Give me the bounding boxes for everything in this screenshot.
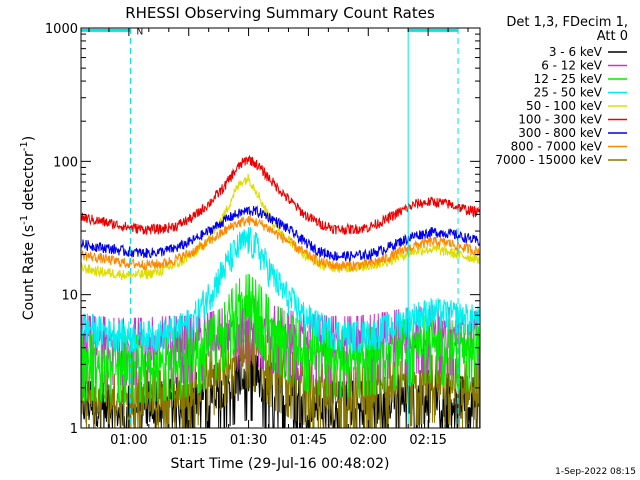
x-axis-label: Start Time (29-Jul-16 00:48:02)	[170, 456, 389, 472]
y-label-sup1: -1	[19, 215, 30, 225]
legend-label: 25 - 50 keV	[534, 86, 603, 100]
series-line-300-800-kev	[81, 205, 480, 263]
y-label-pre: Count Rate (s	[21, 225, 37, 320]
y-axis-label: Count Rate (s-1 detector-1)	[19, 136, 37, 320]
legend-header-line-2: Att 0	[597, 29, 628, 44]
y-label-sup2: -1	[19, 141, 30, 151]
plot-frame	[80, 27, 481, 429]
axis-layer: 01:00 01:15 01:30 01:45 02:00 02:15 1 10 100 1000	[45, 22, 480, 448]
footer-timestamp: 1-Sep-2022 08:15	[555, 467, 636, 477]
y-tick-label: 1000	[45, 22, 78, 37]
y-label-post: )	[21, 136, 37, 141]
legend-label: 6 - 12 keV	[541, 59, 603, 73]
chart-title: RHESSI Observing Summary Count Rates	[125, 4, 435, 22]
x-tick-label: 01:15	[170, 433, 207, 448]
y-tick-label: 1	[70, 422, 78, 437]
series-line-800-7000-kev	[81, 215, 480, 272]
series-line-50-100-kev	[81, 173, 480, 281]
legend-label: 3 - 6 keV	[549, 45, 603, 59]
legend-label: 7000 - 15000 keV	[495, 153, 602, 167]
series-line-25-50-kev	[81, 226, 480, 354]
series-line-100-300-kev	[81, 154, 480, 236]
legend-label: 12 - 25 keV	[534, 72, 603, 86]
y-tick-label: 10	[61, 289, 78, 304]
y-label-mid: detector	[21, 151, 37, 215]
x-tick-label: 01:30	[230, 433, 267, 448]
flag-n-label: N	[136, 27, 143, 37]
x-tick-label: 02:15	[409, 433, 446, 448]
legend-label: 100 - 300 keV	[518, 113, 602, 127]
x-tick-label: 02:00	[350, 433, 387, 448]
legend-header-line-1: Det 1,3, FDecim 1,	[506, 15, 628, 30]
x-tick-label: 01:45	[290, 433, 327, 448]
data-layer	[81, 154, 480, 428]
x-tick-label: 01:00	[110, 433, 147, 448]
legend-label: 300 - 800 keV	[518, 126, 602, 140]
legend-label: 50 - 100 keV	[526, 99, 603, 113]
series-line-12-25-kev	[81, 273, 480, 404]
y-tick-label: 100	[53, 155, 78, 170]
legend-label: 800 - 7000 keV	[511, 140, 603, 154]
